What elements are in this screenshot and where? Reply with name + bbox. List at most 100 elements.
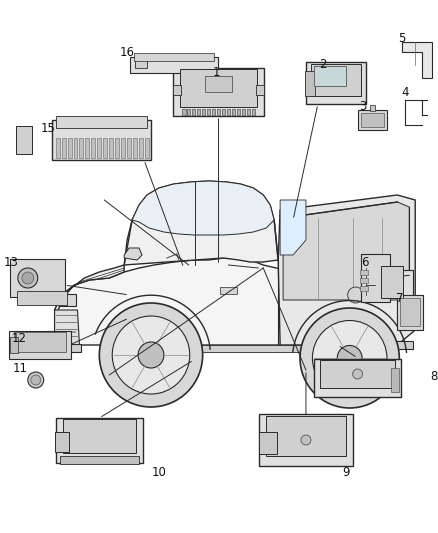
Text: 1: 1 [213,67,220,79]
Bar [212,109,215,115]
Bar [192,109,195,115]
Polygon shape [55,310,79,345]
Bar [242,109,245,115]
Text: 16: 16 [120,45,134,59]
Bar [397,270,413,320]
Bar [217,109,220,115]
Circle shape [28,372,44,388]
Bar [9,331,71,359]
Circle shape [112,316,190,394]
Bar [130,57,218,73]
Bar [115,138,119,158]
Bar [52,344,81,352]
Circle shape [312,320,387,395]
Bar [197,109,201,115]
Bar [52,120,151,160]
Text: 3: 3 [359,100,366,112]
Circle shape [353,369,363,379]
Circle shape [300,308,399,408]
Bar [314,359,401,397]
Bar [173,68,264,116]
Bar [360,286,367,290]
Bar [59,294,77,306]
Circle shape [99,303,203,407]
Bar [205,76,233,92]
Polygon shape [124,181,278,265]
Bar [139,138,143,158]
Circle shape [18,268,38,288]
Polygon shape [280,200,306,255]
Text: 2: 2 [319,59,327,71]
Bar [173,85,181,95]
Bar [305,70,315,95]
Bar [11,259,65,297]
Circle shape [348,287,364,303]
Bar [259,414,353,466]
Bar [251,109,255,115]
Bar [232,109,235,115]
Bar [247,109,250,115]
Bar [202,109,205,115]
Polygon shape [132,181,274,235]
Text: 12: 12 [11,332,26,344]
Bar [14,332,66,352]
Text: 4: 4 [402,86,409,100]
Bar [360,254,390,302]
Bar [400,298,420,326]
Bar [55,432,68,452]
Bar [121,138,125,158]
Text: 11: 11 [12,361,27,375]
Bar [109,138,113,158]
Text: 9: 9 [342,465,350,479]
Bar [56,138,60,158]
Text: 6: 6 [361,256,368,270]
Polygon shape [124,248,142,260]
Bar [62,138,66,158]
Bar [266,416,346,456]
Bar [16,126,32,154]
Bar [133,138,137,158]
Polygon shape [55,258,397,345]
Bar [182,109,186,115]
Bar [79,138,84,158]
Bar [145,138,149,158]
Text: 10: 10 [152,465,166,479]
Polygon shape [278,195,415,345]
Circle shape [337,345,362,370]
Bar [360,278,367,282]
Bar [222,109,225,115]
Bar [237,109,240,115]
Polygon shape [55,265,124,312]
Bar [74,138,78,158]
Bar [405,299,415,321]
Bar [207,109,210,115]
Bar [314,66,346,86]
Text: 13: 13 [4,255,18,269]
Bar [256,85,264,95]
Bar [17,291,67,305]
Bar [360,270,367,274]
Bar [259,432,277,454]
Polygon shape [403,42,432,78]
Bar [92,138,95,158]
Bar [392,368,399,392]
Bar [357,110,387,130]
Bar [180,69,257,107]
Bar [360,113,385,127]
Circle shape [31,375,41,385]
Bar [85,138,89,158]
Polygon shape [283,202,409,300]
Bar [227,109,230,115]
Bar [219,287,237,294]
Bar [56,116,147,128]
Text: 8: 8 [431,369,438,383]
Bar [127,138,131,158]
Bar [396,341,413,349]
Bar [67,138,71,158]
Bar [139,344,308,351]
Bar [134,53,214,61]
Bar [97,138,101,158]
Text: 5: 5 [399,31,406,44]
Text: 15: 15 [40,122,55,134]
Bar [56,417,143,463]
